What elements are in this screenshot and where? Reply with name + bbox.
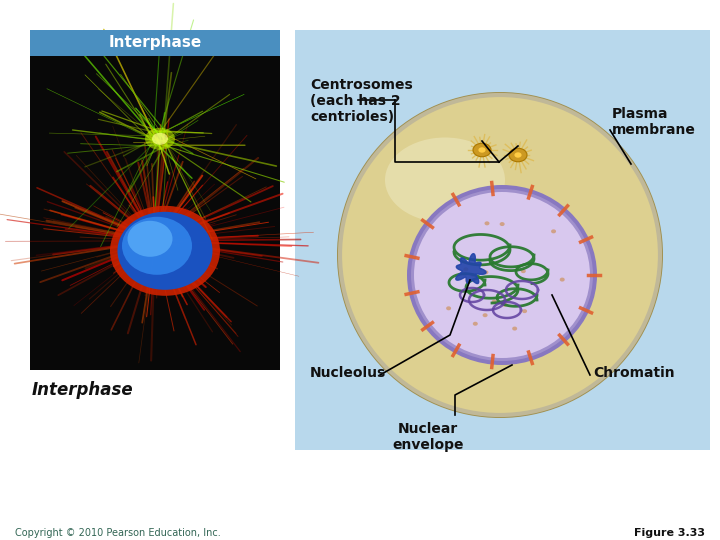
Ellipse shape <box>122 217 192 275</box>
Ellipse shape <box>473 143 491 157</box>
Ellipse shape <box>466 279 470 283</box>
Ellipse shape <box>145 128 175 150</box>
Ellipse shape <box>500 222 505 226</box>
Ellipse shape <box>512 327 517 330</box>
Ellipse shape <box>110 206 220 296</box>
Ellipse shape <box>482 313 487 317</box>
Text: Chromatin: Chromatin <box>593 366 675 380</box>
Ellipse shape <box>514 152 521 158</box>
Ellipse shape <box>462 272 467 276</box>
Text: Nuclear
envelope: Nuclear envelope <box>392 422 464 452</box>
Ellipse shape <box>385 138 505 222</box>
Ellipse shape <box>470 273 475 277</box>
Ellipse shape <box>407 185 597 365</box>
Ellipse shape <box>483 271 488 274</box>
Ellipse shape <box>464 267 469 271</box>
Ellipse shape <box>411 189 593 361</box>
Bar <box>295 30 710 450</box>
Text: Interphase: Interphase <box>109 36 202 51</box>
Ellipse shape <box>551 230 556 233</box>
Text: Nucleolus: Nucleolus <box>310 366 386 380</box>
Ellipse shape <box>414 192 590 358</box>
Ellipse shape <box>473 322 478 326</box>
Ellipse shape <box>503 303 508 307</box>
Ellipse shape <box>340 95 660 415</box>
Bar <box>30 30 280 56</box>
Text: Figure 3.33: Figure 3.33 <box>634 528 705 538</box>
Text: Copyright © 2010 Pearson Education, Inc.: Copyright © 2010 Pearson Education, Inc. <box>15 528 221 538</box>
Text: Plasma
membrane: Plasma membrane <box>612 107 696 137</box>
Ellipse shape <box>478 147 485 153</box>
Ellipse shape <box>152 133 168 145</box>
Ellipse shape <box>521 269 526 273</box>
Bar <box>30 30 280 370</box>
Polygon shape <box>456 254 486 284</box>
Ellipse shape <box>117 212 212 290</box>
Ellipse shape <box>522 309 527 313</box>
Ellipse shape <box>559 278 564 281</box>
Text: Interphase: Interphase <box>32 381 134 399</box>
Ellipse shape <box>492 300 497 303</box>
Text: Centrosomes
(each has 2
centrioles): Centrosomes (each has 2 centrioles) <box>310 78 413 124</box>
Ellipse shape <box>127 221 173 257</box>
Ellipse shape <box>337 92 663 418</box>
Ellipse shape <box>509 148 527 162</box>
Ellipse shape <box>446 306 451 310</box>
Ellipse shape <box>485 221 490 225</box>
